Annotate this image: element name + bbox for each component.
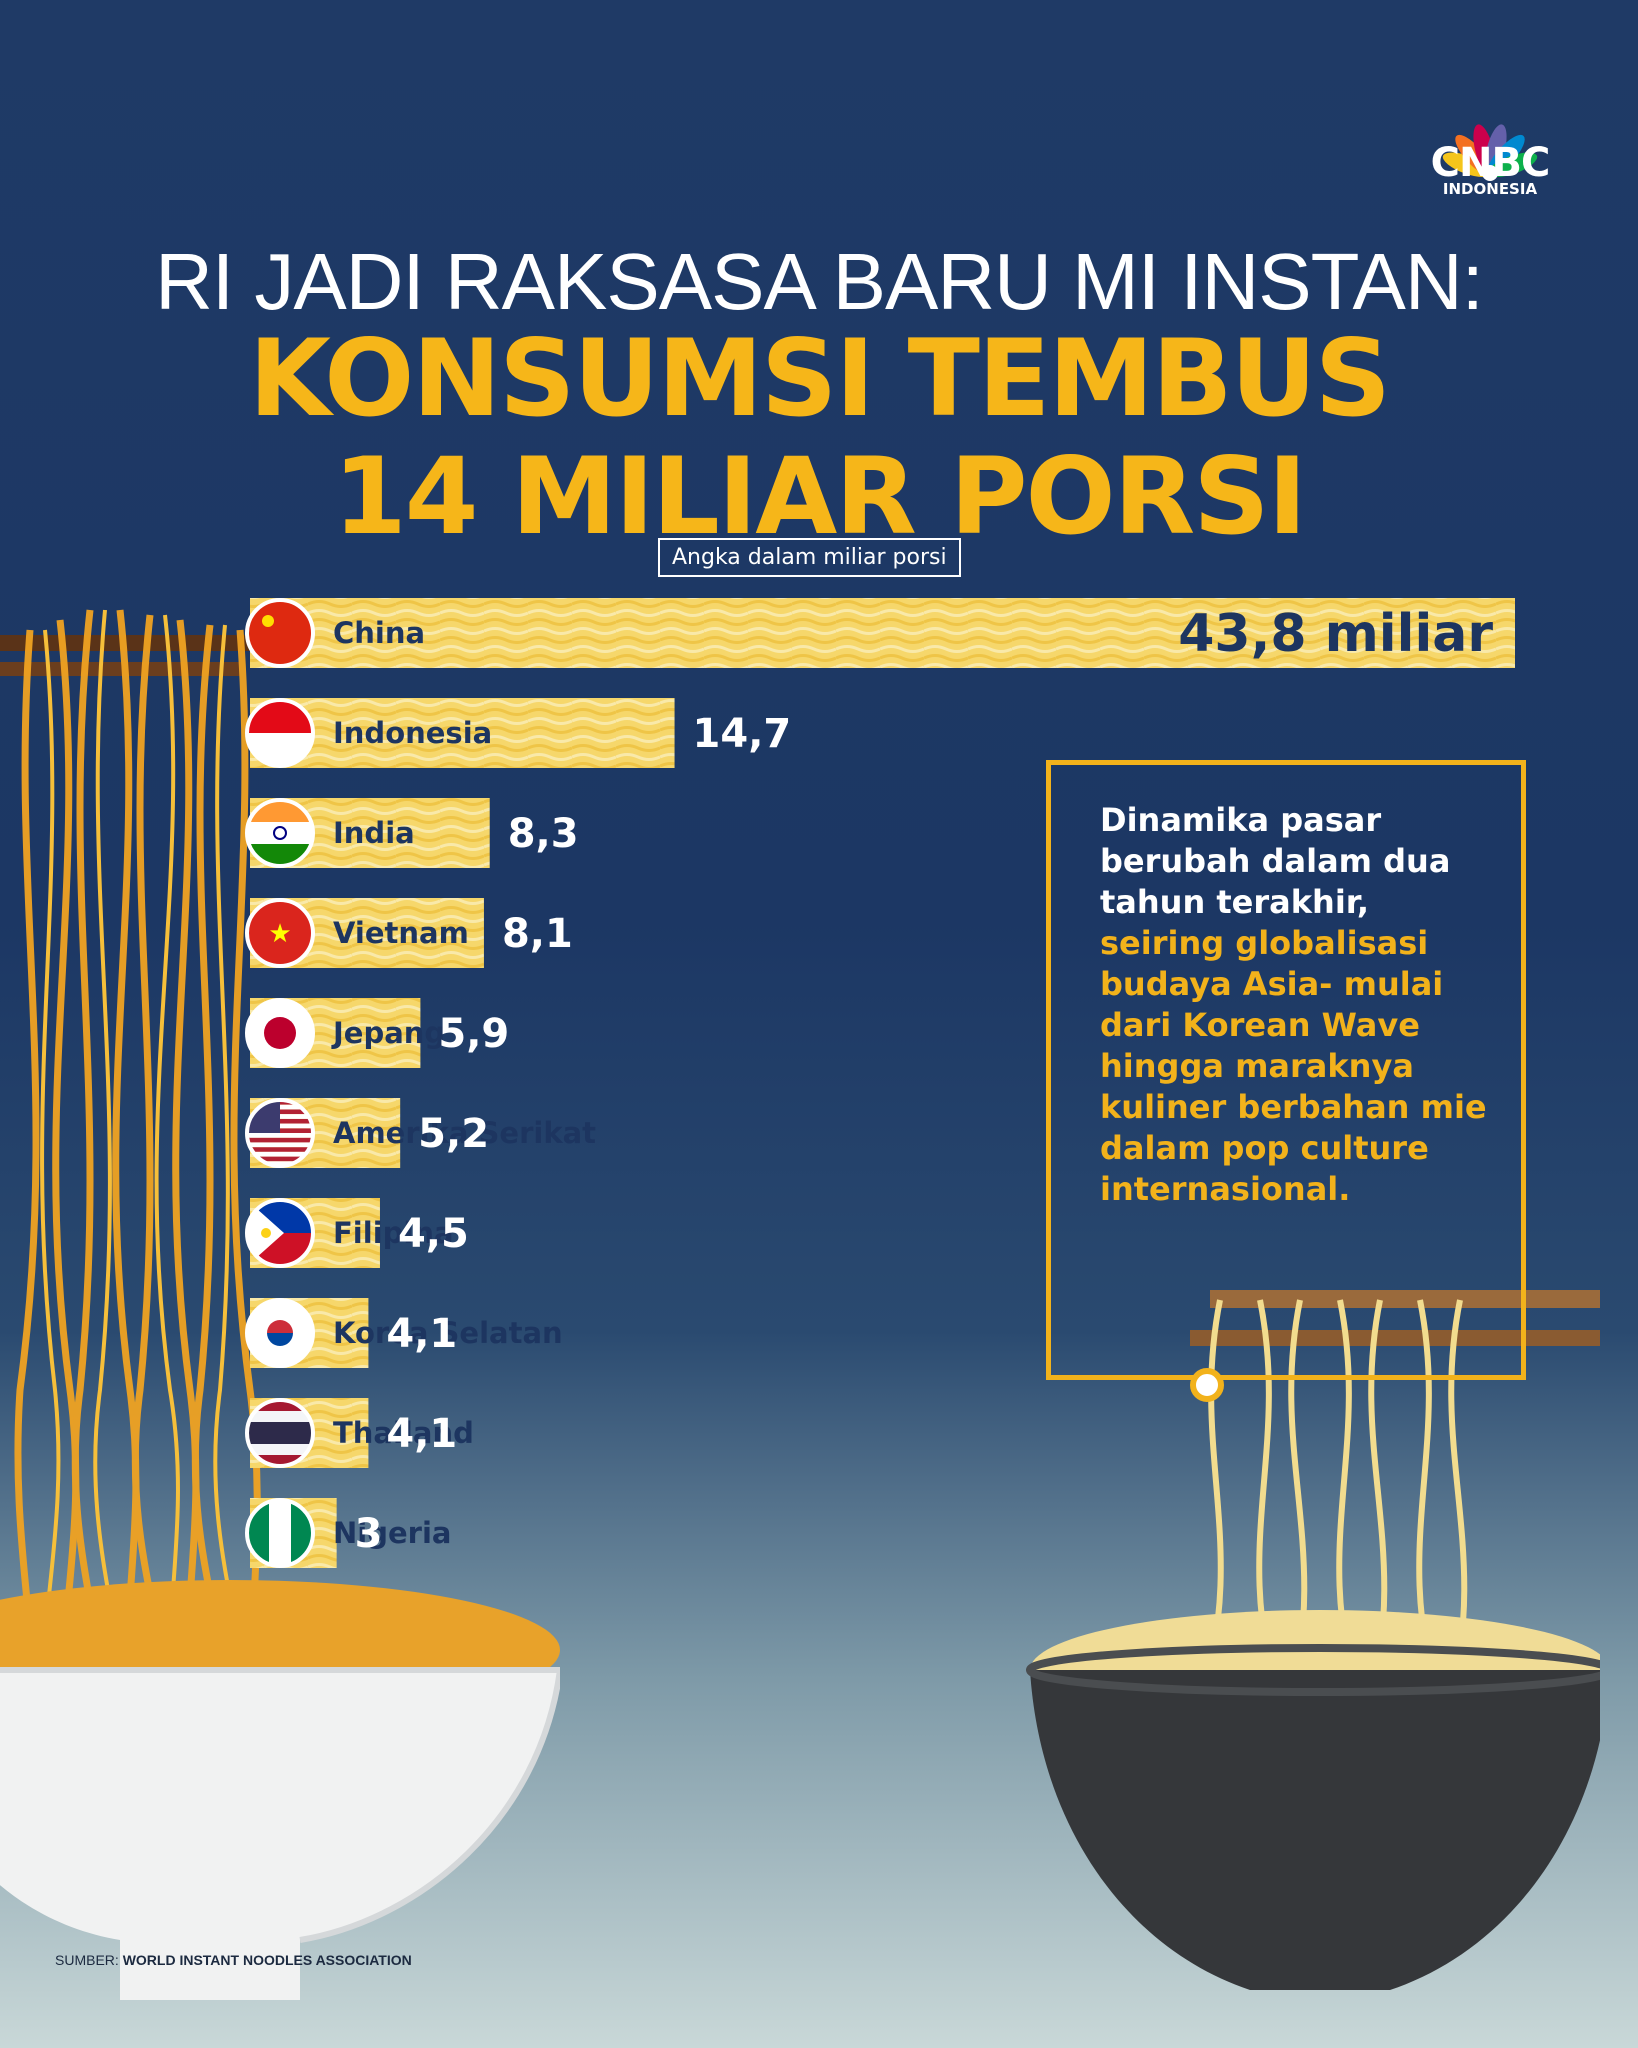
bar-value-label: 14,7 — [693, 711, 792, 757]
note-text-plain: Dinamika pasar berubah dalam dua tahun t… — [1100, 801, 1451, 921]
note-text: Dinamika pasar berubah dalam dua tahun t… — [1100, 800, 1500, 1210]
bar-category-label: India — [333, 816, 415, 850]
note-box — [1046, 760, 1526, 1380]
vietnam-flag-icon: ★ — [245, 898, 315, 968]
bar-category-label: Korea Selatan — [333, 1316, 563, 1350]
white-bowl-image — [0, 1580, 560, 2000]
bar-category-label: Thailand — [333, 1416, 474, 1450]
bar-value-label: 4,1 — [386, 1411, 457, 1457]
bar-value-label: 43,8 miliar — [1178, 604, 1493, 664]
japan-flag-icon — [245, 998, 315, 1068]
bar-value-label: 8,3 — [508, 811, 579, 857]
subheadline-line-2: 14 MILIAR PORSI — [332, 435, 1307, 558]
bar-china — [250, 598, 1515, 668]
note-text-highlight: seiring globalisasi budaya Asia- mulai d… — [1100, 924, 1487, 1208]
bar-category-label: Nigeria — [333, 1516, 451, 1550]
bar-category-label: Amerika Serikat — [333, 1116, 596, 1150]
svg-text:★: ★ — [268, 919, 291, 949]
usa-flag-icon — [245, 1098, 315, 1168]
bar-chart: China 43,8 miliar Indonesia 14,7 India 8,3 ★ Vi… — [245, 598, 1515, 1568]
bar-value-label: 8,1 — [502, 911, 573, 957]
subheadline: KONSUMSI TEMBUS 14 MILIAR PORSI — [0, 320, 1638, 556]
note-connector-dot — [1190, 1368, 1224, 1402]
bar-value-label: 3 — [355, 1511, 383, 1557]
bar-category-label: Indonesia — [333, 716, 492, 750]
bar-category-label: Jepang — [331, 1016, 445, 1050]
nigeria-flag-icon — [245, 1498, 315, 1568]
bar-value-label: 4,1 — [386, 1311, 457, 1357]
south-korea-flag-icon — [245, 1298, 315, 1368]
brand-name: CNBC — [1430, 140, 1551, 186]
cnbc-peacock-logo-icon — [1442, 124, 1538, 181]
dark-bowl-image — [1026, 1290, 1600, 1990]
philippines-flag-icon — [245, 1198, 315, 1268]
india-flag-icon — [245, 798, 315, 868]
unit-label: Angka dalam miliar porsi — [658, 538, 961, 577]
china-flag-icon — [245, 598, 315, 668]
subheadline-line-1: KONSUMSI TEMBUS — [248, 317, 1391, 440]
brand-sub: INDONESIA — [1442, 180, 1538, 198]
bar-category-label: Vietnam — [333, 916, 469, 950]
bar-value-label: 4,5 — [398, 1211, 469, 1257]
source-prefix: SUMBER: — [55, 1952, 119, 1968]
bar-value-label: 5,9 — [438, 1011, 509, 1057]
source-credit: SUMBER: WORLD INSTANT NOODLES ASSOCIATIO… — [55, 1952, 412, 1968]
bar-value-label: 5,2 — [418, 1111, 489, 1157]
bar-indonesia — [250, 698, 675, 768]
source-name: WORLD INSTANT NOODLES ASSOCIATION — [122, 1952, 412, 1968]
indonesia-flag-icon — [245, 698, 315, 768]
thailand-flag-icon — [245, 1398, 315, 1468]
bar-category-label: China — [333, 616, 425, 650]
bar-category-label: Filipina — [333, 1216, 454, 1250]
headline: RI JADI RAKSASA BARU MI INSTAN: — [155, 237, 1484, 326]
